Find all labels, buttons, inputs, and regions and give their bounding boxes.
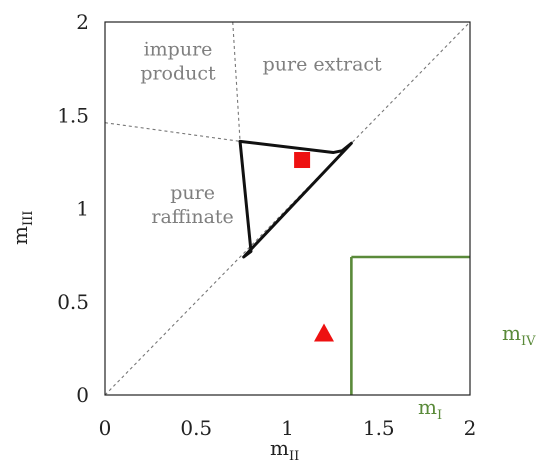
m1-label-sub: I	[437, 408, 442, 423]
separation-region-boundary	[238, 139, 353, 259]
region-label-0: impure product	[140, 39, 216, 85]
x-tick-label: 0.5	[180, 416, 212, 440]
y-tick-label: 0.5	[57, 290, 89, 314]
x-axis-title-base: m	[270, 436, 289, 460]
y-tick-label: 1	[76, 197, 89, 221]
region-label-line: pure extract	[263, 53, 382, 75]
region-label-2: pure raffinate	[151, 182, 233, 228]
m4-label-base: m	[502, 321, 521, 345]
y-axis-title-base: m	[8, 226, 32, 245]
region-label-line: pure	[170, 182, 215, 204]
y-axis-title: mIII	[8, 211, 36, 245]
axis-titles: mII mIII	[8, 211, 299, 464]
marker-square	[294, 152, 311, 169]
m4-label-sub: IV	[521, 334, 536, 349]
dashed-line-2	[105, 122, 241, 142]
region-label-line: impure	[144, 39, 213, 61]
dashed-line-1	[232, 22, 241, 142]
x-tick-label: 1.5	[363, 416, 395, 440]
plot-content	[105, 22, 470, 395]
region-label-1: pure extract	[263, 53, 382, 75]
plot-frame	[104, 21, 471, 396]
y-axis-title-sub: III	[21, 211, 36, 226]
dashed-line-0	[105, 22, 470, 395]
x-tick-label: 1	[281, 416, 294, 440]
x-tick-label: 0	[99, 416, 112, 440]
region-label-line: product	[140, 63, 216, 85]
x-tick-label: 2	[464, 416, 477, 440]
y-tick-label: 2	[76, 10, 89, 34]
y-tick-label: 1.5	[57, 103, 89, 127]
region-label-line: raffinate	[151, 206, 233, 228]
y-tick-label: 0	[76, 383, 89, 407]
m1-label: mI	[418, 395, 442, 423]
operating-labels: mI mIV	[418, 321, 536, 423]
m4-label: mIV	[502, 321, 536, 349]
x-axis-title: mII	[270, 436, 299, 464]
tick-labels: 0 0.5 1 1.5 2 0 0.5 1 1.5 2	[57, 10, 476, 440]
marker-triangle	[314, 323, 334, 342]
m1-label-base: m	[418, 395, 437, 419]
overlay: impure product pure extract pure raffinate	[140, 39, 382, 229]
x-axis-title-sub: II	[289, 449, 299, 464]
